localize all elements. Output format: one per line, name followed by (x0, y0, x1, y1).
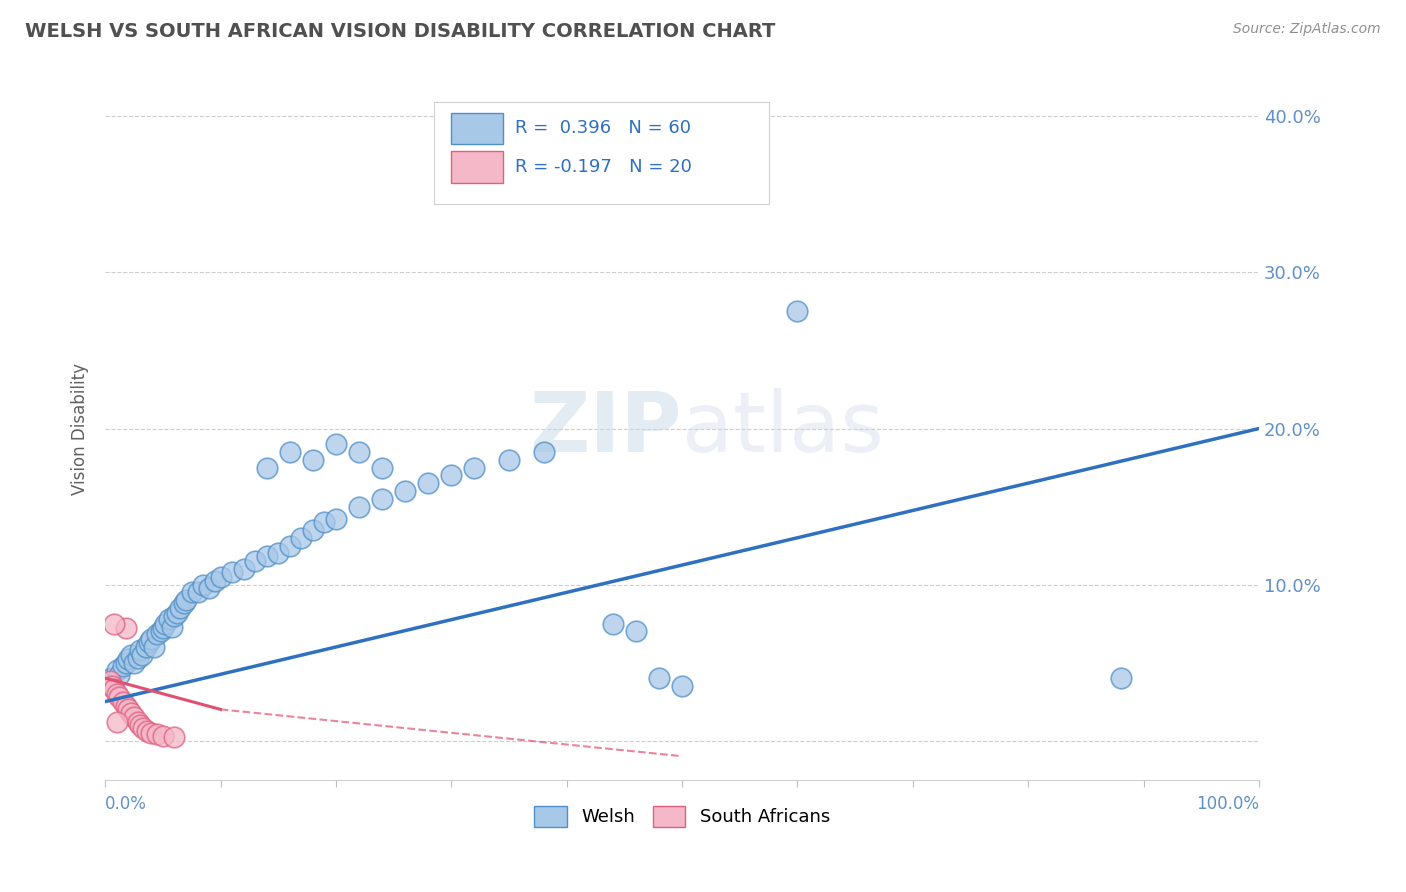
Text: WELSH VS SOUTH AFRICAN VISION DISABILITY CORRELATION CHART: WELSH VS SOUTH AFRICAN VISION DISABILITY… (25, 22, 776, 41)
Text: ZIP: ZIP (530, 388, 682, 469)
Point (105, 664, 128, 678)
Text: 100.0%: 100.0% (1197, 795, 1258, 814)
Point (204, 574, 226, 589)
Point (157, 612, 180, 626)
Point (108, 690, 131, 704)
Point (347, 500, 370, 514)
Point (602, 616, 624, 631)
Point (624, 624, 647, 639)
Point (160, 620, 183, 634)
Point (440, 468, 463, 483)
Point (325, 512, 347, 526)
Point (394, 483, 416, 498)
Point (463, 460, 485, 475)
Point (115, 621, 138, 635)
Point (108, 668, 131, 682)
FancyBboxPatch shape (434, 102, 769, 204)
Point (152, 729, 174, 743)
Point (152, 621, 174, 635)
Point (302, 452, 325, 467)
Text: 0.0%: 0.0% (105, 795, 148, 814)
Point (256, 460, 278, 475)
Point (135, 640, 157, 654)
Text: R = -0.197   N = 20: R = -0.197 N = 20 (515, 158, 692, 176)
Point (146, 627, 169, 641)
Point (256, 549, 278, 564)
Point (138, 635, 160, 649)
Point (149, 624, 172, 639)
Point (325, 437, 347, 451)
Text: R =  0.396   N = 60: R = 0.396 N = 60 (515, 119, 690, 137)
Point (100, 671, 122, 685)
Point (127, 714, 149, 729)
Point (128, 718, 150, 732)
Point (117, 702, 139, 716)
Point (278, 445, 301, 459)
Point (169, 601, 191, 615)
Point (105, 714, 128, 729)
Point (1109, 671, 1132, 685)
Point (173, 596, 195, 610)
Point (174, 593, 197, 607)
Point (111, 695, 134, 709)
Point (98, 674, 121, 689)
Point (347, 445, 370, 459)
FancyBboxPatch shape (451, 112, 503, 145)
Point (166, 606, 188, 620)
Point (115, 699, 138, 714)
Point (290, 531, 312, 545)
Point (120, 706, 142, 720)
Point (132, 721, 155, 735)
Point (105, 687, 128, 701)
Point (122, 656, 145, 670)
Point (103, 616, 125, 631)
Point (314, 515, 336, 529)
Point (103, 682, 125, 697)
Point (371, 491, 394, 506)
Point (648, 671, 671, 685)
Point (786, 304, 808, 318)
Point (131, 648, 153, 662)
Point (498, 452, 520, 467)
Text: atlas: atlas (682, 388, 884, 469)
Point (232, 562, 254, 576)
Point (267, 546, 290, 560)
Point (278, 539, 301, 553)
Point (127, 651, 149, 665)
Point (115, 656, 138, 670)
Text: Source: ZipAtlas.com: Source: ZipAtlas.com (1233, 22, 1381, 37)
Point (141, 726, 163, 740)
Point (155, 616, 177, 631)
Point (146, 727, 169, 741)
Y-axis label: Vision Disability: Vision Disability (72, 362, 89, 494)
FancyBboxPatch shape (451, 151, 503, 183)
Point (101, 679, 124, 693)
Point (418, 476, 440, 491)
Point (371, 460, 394, 475)
Point (221, 565, 243, 579)
Point (671, 679, 693, 693)
Point (120, 648, 142, 662)
Point (533, 445, 555, 459)
Point (209, 570, 232, 584)
Point (163, 608, 186, 623)
Point (245, 554, 267, 568)
Point (193, 577, 215, 591)
Point (198, 581, 221, 595)
Legend: Welsh, South Africans: Welsh, South Africans (527, 798, 838, 834)
Point (122, 710, 145, 724)
Point (135, 724, 157, 739)
Point (186, 585, 208, 599)
Point (111, 658, 134, 673)
Point (128, 643, 150, 657)
Point (117, 652, 139, 666)
Point (180, 585, 202, 599)
Point (163, 731, 186, 745)
Point (141, 632, 163, 647)
Point (302, 523, 325, 537)
Point (142, 640, 165, 654)
